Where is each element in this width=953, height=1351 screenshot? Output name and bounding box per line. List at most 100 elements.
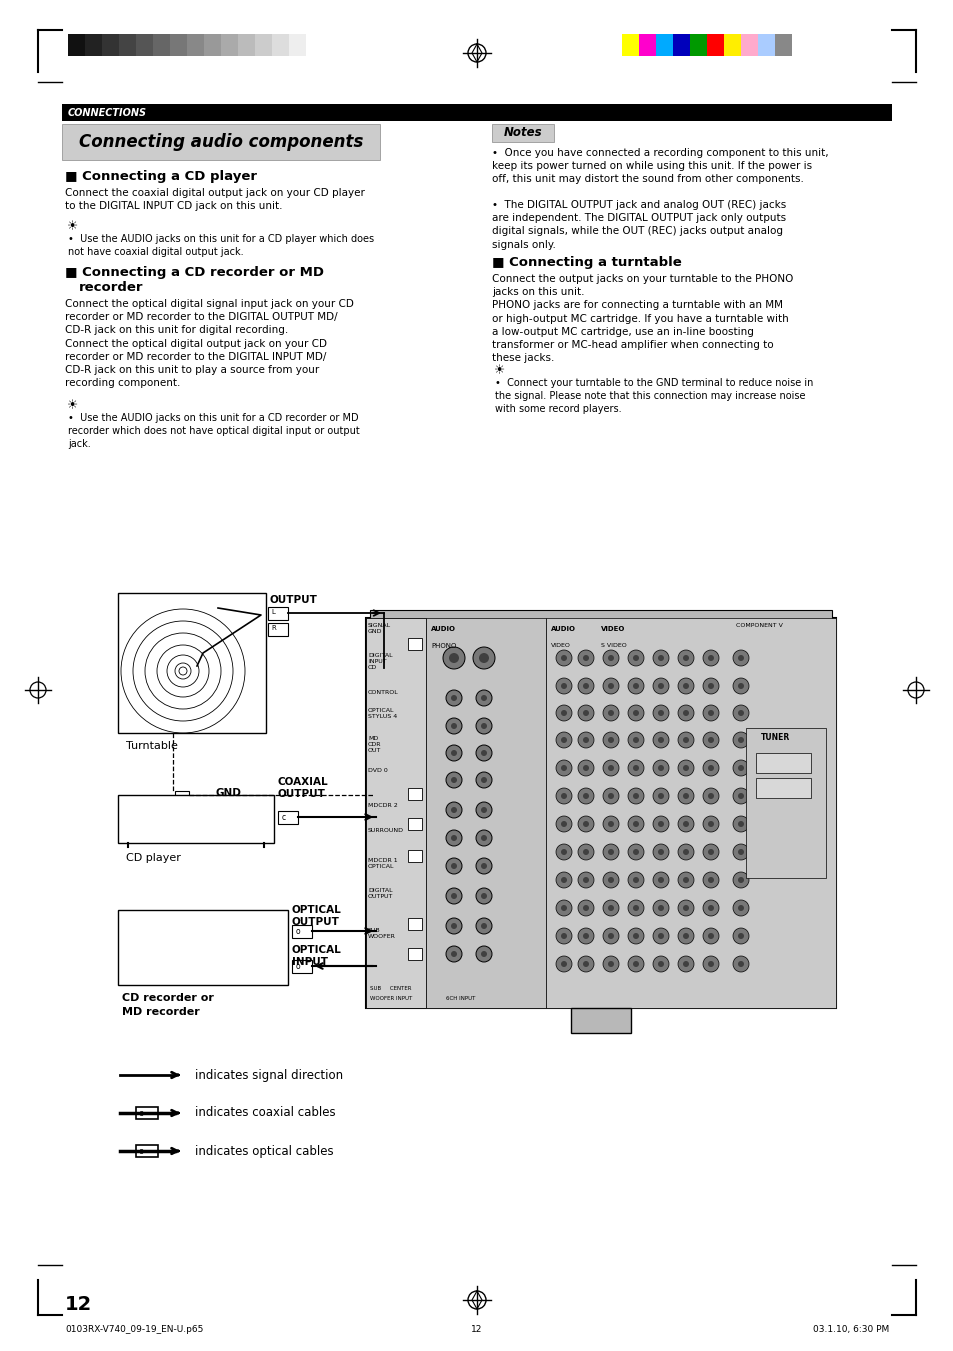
Text: SUB
WOOFER: SUB WOOFER	[368, 928, 395, 939]
Bar	[774, 34, 791, 55]
Circle shape	[678, 957, 693, 971]
Bar	[292, 925, 312, 938]
Circle shape	[658, 684, 663, 689]
Circle shape	[602, 650, 618, 666]
Circle shape	[682, 684, 688, 689]
Circle shape	[602, 732, 618, 748]
Circle shape	[480, 807, 486, 813]
Text: Connect the optical digital signal input jack on your CD
recorder or MD recorder: Connect the optical digital signal input…	[65, 299, 354, 388]
Circle shape	[446, 690, 461, 707]
Circle shape	[707, 655, 713, 661]
Bar	[621, 34, 639, 55]
Text: CD recorder or: CD recorder or	[122, 993, 213, 1002]
Circle shape	[560, 655, 566, 661]
Circle shape	[578, 650, 594, 666]
Text: DVD 0: DVD 0	[368, 767, 387, 773]
Text: SURROUND: SURROUND	[368, 828, 403, 834]
Circle shape	[678, 761, 693, 775]
Circle shape	[702, 816, 719, 832]
Bar	[62, 124, 379, 159]
Circle shape	[578, 816, 594, 832]
Circle shape	[556, 732, 572, 748]
Text: 0103RX-V740_09-19_EN-U.p65: 0103RX-V740_09-19_EN-U.p65	[65, 1325, 203, 1333]
Circle shape	[633, 711, 639, 716]
Circle shape	[480, 893, 486, 898]
Circle shape	[556, 957, 572, 971]
Bar	[102, 34, 119, 55]
Circle shape	[702, 678, 719, 694]
Text: OUTPUT: OUTPUT	[270, 594, 317, 605]
Bar	[170, 34, 187, 55]
Text: Notes: Notes	[503, 127, 541, 139]
Circle shape	[451, 863, 456, 869]
Circle shape	[732, 650, 748, 666]
Bar	[366, 617, 835, 1008]
Circle shape	[707, 765, 713, 771]
Text: CD player: CD player	[126, 852, 181, 863]
Circle shape	[738, 934, 743, 939]
Bar	[723, 34, 740, 55]
Bar	[136, 1146, 158, 1156]
Circle shape	[369, 790, 378, 800]
Circle shape	[732, 900, 748, 916]
Circle shape	[738, 848, 743, 855]
Bar	[118, 794, 274, 843]
Bar	[492, 124, 554, 142]
Circle shape	[582, 848, 588, 855]
Circle shape	[476, 771, 492, 788]
Circle shape	[480, 723, 486, 730]
Bar	[672, 34, 689, 55]
Circle shape	[578, 928, 594, 944]
Circle shape	[607, 961, 614, 967]
Text: •  The DIGITAL OUTPUT jack and analog OUT (REC) jacks
are independent. The DIGIT: • The DIGITAL OUTPUT jack and analog OUT…	[492, 200, 785, 250]
Circle shape	[480, 835, 486, 842]
Circle shape	[582, 821, 588, 827]
Circle shape	[480, 694, 486, 701]
Circle shape	[556, 788, 572, 804]
Circle shape	[702, 928, 719, 944]
Text: OPTICAL
STYLUS 4: OPTICAL STYLUS 4	[368, 708, 396, 719]
Circle shape	[678, 928, 693, 944]
Circle shape	[578, 705, 594, 721]
Bar	[85, 34, 102, 55]
Circle shape	[652, 844, 668, 861]
Circle shape	[627, 732, 643, 748]
Circle shape	[446, 802, 461, 817]
Bar	[408, 788, 421, 800]
Circle shape	[476, 717, 492, 734]
Circle shape	[602, 871, 618, 888]
Circle shape	[578, 761, 594, 775]
Circle shape	[578, 957, 594, 971]
Circle shape	[633, 877, 639, 884]
Text: MD recorder: MD recorder	[122, 1006, 199, 1017]
Circle shape	[707, 905, 713, 911]
Text: COMPONENT V: COMPONENT V	[735, 623, 782, 628]
Circle shape	[658, 711, 663, 716]
Circle shape	[560, 934, 566, 939]
Circle shape	[451, 807, 456, 813]
Text: o: o	[139, 1147, 144, 1156]
Circle shape	[607, 877, 614, 884]
Circle shape	[682, 961, 688, 967]
Circle shape	[578, 732, 594, 748]
Bar	[408, 817, 421, 830]
Circle shape	[732, 928, 748, 944]
Circle shape	[627, 788, 643, 804]
Text: S VIDEO: S VIDEO	[600, 643, 626, 648]
Circle shape	[633, 821, 639, 827]
Text: Connect the coaxial digital output jack on your CD player
to the DIGITAL INPUT C: Connect the coaxial digital output jack …	[65, 188, 364, 211]
Circle shape	[678, 705, 693, 721]
Circle shape	[556, 761, 572, 775]
Circle shape	[556, 844, 572, 861]
Circle shape	[658, 793, 663, 798]
Circle shape	[707, 934, 713, 939]
Circle shape	[678, 900, 693, 916]
Text: 6CH INPUT: 6CH INPUT	[446, 996, 475, 1001]
Circle shape	[738, 877, 743, 884]
Circle shape	[678, 871, 693, 888]
Circle shape	[446, 830, 461, 846]
Text: ☀: ☀	[67, 220, 78, 232]
Text: COAXIAL
OUTPUT: COAXIAL OUTPUT	[277, 777, 328, 800]
Circle shape	[633, 905, 639, 911]
Circle shape	[446, 888, 461, 904]
